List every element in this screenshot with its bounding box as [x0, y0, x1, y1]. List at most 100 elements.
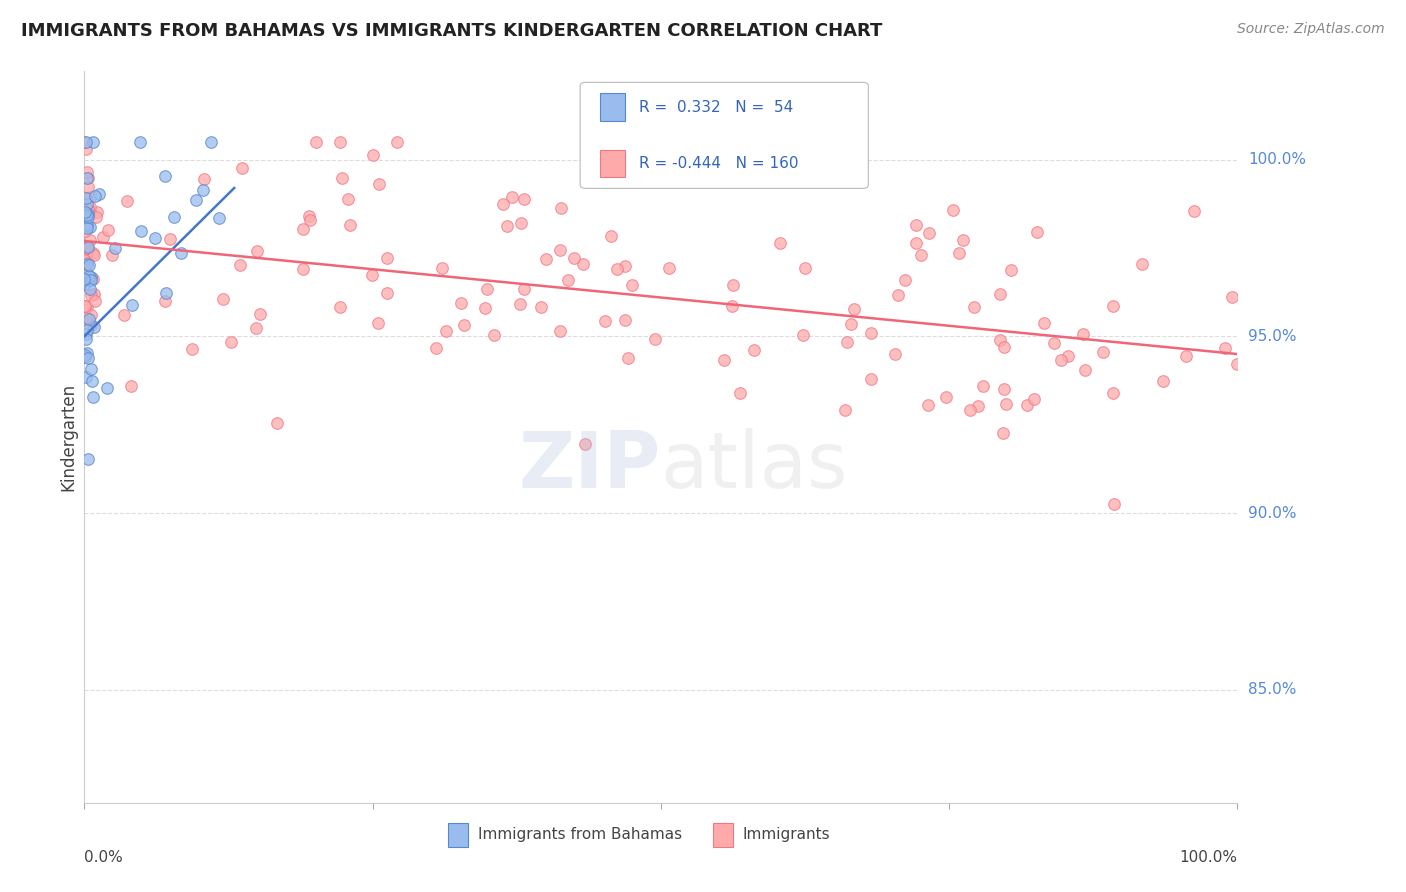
- Point: [186, 194, 208, 208]
- Point: [75, 310, 97, 325]
- Point: [1102, 386, 1125, 401]
- Point: [143, 231, 166, 245]
- Point: [910, 248, 932, 262]
- Point: [75, 369, 97, 384]
- Point: [1213, 341, 1236, 355]
- Point: [153, 293, 176, 308]
- Point: [572, 257, 595, 271]
- Point: [82, 135, 104, 149]
- Point: [1130, 257, 1153, 271]
- Point: [548, 244, 571, 258]
- Point: [77, 258, 100, 272]
- Point: [495, 219, 517, 233]
- Point: [988, 286, 1011, 301]
- Point: [536, 252, 558, 266]
- Point: [367, 316, 389, 330]
- Point: [617, 351, 640, 365]
- Point: [83, 320, 105, 334]
- Point: [474, 301, 496, 315]
- Point: [96, 223, 118, 237]
- Point: [80, 269, 103, 284]
- Point: [834, 402, 856, 417]
- Text: Immigrants: Immigrants: [742, 828, 831, 842]
- Point: [593, 313, 616, 327]
- Point: [330, 170, 353, 185]
- Point: [76, 179, 98, 194]
- Point: [1102, 299, 1125, 313]
- Point: [104, 241, 127, 255]
- Point: [73, 299, 96, 313]
- Point: [361, 148, 384, 162]
- Point: [77, 243, 100, 257]
- Point: [79, 318, 101, 332]
- Point: [211, 292, 233, 306]
- Point: [959, 403, 981, 417]
- Point: [76, 257, 98, 271]
- Point: [425, 341, 447, 355]
- Point: [792, 327, 814, 342]
- Point: [972, 379, 994, 393]
- Point: [614, 260, 637, 274]
- Point: [935, 390, 957, 404]
- Point: [155, 285, 177, 300]
- Point: [84, 210, 107, 224]
- Point: [76, 252, 98, 266]
- Point: [75, 135, 97, 149]
- Point: [859, 372, 882, 386]
- Point: [762, 135, 785, 149]
- Point: [1022, 392, 1045, 407]
- Point: [1026, 225, 1049, 239]
- Point: [742, 343, 765, 357]
- Point: [1049, 353, 1071, 368]
- Point: [844, 301, 866, 316]
- Point: [1042, 335, 1064, 350]
- Point: [79, 273, 101, 287]
- Point: [79, 190, 101, 204]
- Y-axis label: Kindergarten: Kindergarten: [59, 383, 77, 491]
- Point: [1091, 345, 1114, 359]
- Point: [163, 211, 186, 225]
- Point: [385, 135, 408, 149]
- Point: [835, 335, 858, 350]
- Point: [76, 346, 98, 360]
- Text: 90.0%: 90.0%: [1249, 506, 1296, 521]
- FancyBboxPatch shape: [600, 94, 626, 121]
- Text: 100.0%: 100.0%: [1180, 850, 1237, 865]
- Point: [76, 202, 98, 216]
- Point: [990, 333, 1012, 347]
- Point: [77, 268, 100, 283]
- Point: [76, 196, 98, 211]
- Point: [658, 261, 681, 276]
- Point: [453, 318, 475, 332]
- Point: [339, 218, 361, 232]
- Point: [884, 347, 907, 361]
- Point: [221, 334, 243, 349]
- Point: [89, 187, 111, 202]
- Point: [77, 452, 100, 467]
- Point: [73, 205, 96, 219]
- Point: [75, 277, 97, 291]
- Point: [80, 308, 103, 322]
- Point: [1033, 316, 1056, 330]
- Point: [1071, 326, 1094, 341]
- Point: [550, 324, 572, 338]
- Point: [905, 219, 928, 233]
- Point: [93, 229, 115, 244]
- Point: [75, 350, 97, 364]
- Text: 85.0%: 85.0%: [1249, 682, 1296, 698]
- Point: [249, 307, 271, 321]
- Point: [367, 178, 389, 192]
- Point: [436, 324, 458, 338]
- FancyBboxPatch shape: [447, 823, 468, 847]
- Point: [82, 272, 104, 286]
- Point: [83, 293, 105, 308]
- Point: [193, 172, 215, 186]
- Point: [75, 299, 97, 313]
- Point: [79, 282, 101, 296]
- Point: [942, 202, 965, 217]
- Point: [329, 135, 352, 149]
- Point: [509, 216, 531, 230]
- Point: [79, 233, 101, 247]
- FancyBboxPatch shape: [600, 150, 626, 178]
- Point: [75, 247, 97, 261]
